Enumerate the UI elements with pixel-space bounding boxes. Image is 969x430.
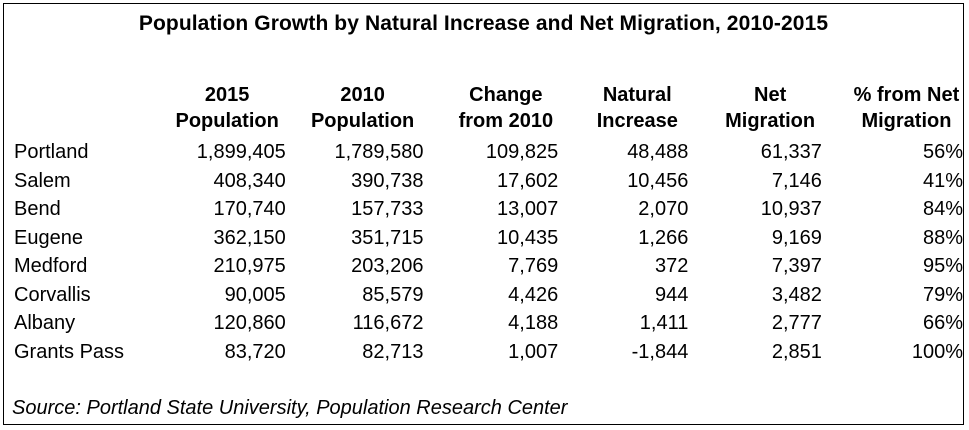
table-row: Eugene 362,150 351,715 10,435 1,266 9,16…	[12, 224, 963, 253]
pct-cell: 41%	[922, 169, 963, 192]
table-row: Grants Pass 83,720 82,713 1,007 -1,844 2…	[12, 338, 963, 367]
pop-2015-cell: 1,899,405	[196, 141, 286, 163]
net-migration-cell: 2,851	[771, 340, 822, 363]
table-frame: Population Growth by Natural Increase an…	[3, 3, 964, 425]
header-city	[12, 82, 147, 138]
pop-2010-cell: 85,579	[362, 283, 424, 306]
city-cell: Salem	[14, 169, 71, 192]
pct-cell: 79%	[922, 283, 963, 306]
natural-increase-cell: 944	[654, 283, 689, 306]
net-migration-cell: 7,397	[771, 255, 822, 277]
pop-2010-cell: 390,738	[351, 169, 424, 192]
header-2010-population: 2010 Population	[310, 84, 415, 132]
header-2015-population: 2015 Population	[175, 84, 279, 132]
change-cell: 7,769	[508, 255, 559, 277]
net-migration-cell: 10,937	[760, 198, 822, 220]
city-cell: Grants Pass	[14, 340, 125, 363]
pct-cell: 95%	[922, 255, 963, 277]
natural-increase-cell: 372	[654, 255, 689, 277]
city-cell: Medford	[14, 255, 88, 277]
pct-cell: 88%	[922, 226, 963, 249]
natural-increase-cell: 10,456	[627, 169, 689, 192]
pct-cell: 100%	[911, 340, 963, 363]
table-row: Salem 408,340 390,738 17,602 10,456 7,14…	[12, 167, 963, 196]
pop-2015-cell: 120,860	[213, 312, 286, 334]
city-cell: Corvallis	[14, 283, 91, 306]
change-cell: 1,007	[508, 340, 559, 363]
natural-increase-cell: -1,844	[631, 340, 689, 363]
change-cell: 4,188	[508, 312, 559, 334]
pct-cell: 66%	[922, 312, 963, 334]
city-cell: Bend	[14, 198, 61, 220]
pop-2010-cell: 116,672	[352, 312, 424, 334]
header-pct-net-migration: % from Net Migration	[853, 84, 960, 132]
pop-2010-cell: 1,789,580	[334, 141, 424, 163]
table-row: Portland 1,899,405 1,789,580 109,825 48,…	[12, 138, 963, 167]
natural-increase-cell: 1,411	[639, 312, 689, 334]
change-cell: 13,007	[497, 198, 559, 220]
net-migration-cell: 7,146	[771, 169, 822, 192]
natural-increase-cell: 2,070	[638, 198, 689, 220]
change-cell: 10,435	[497, 226, 559, 249]
pct-cell: 56%	[922, 141, 963, 163]
header-natural-increase: Natural Increase	[596, 84, 678, 132]
natural-increase-cell: 1,266	[638, 226, 689, 249]
table-row: Bend 170,740 157,733 13,007 2,070 10,937…	[12, 195, 963, 224]
city-cell: Albany	[14, 312, 76, 334]
natural-increase-cell: 48,488	[627, 141, 689, 163]
pop-2010-cell: 82,713	[362, 340, 424, 363]
pop-2015-cell: 170,740	[213, 198, 286, 220]
pop-2010-cell: 351,715	[351, 226, 424, 249]
source-note: Source: Portland State University, Popul…	[12, 397, 568, 419]
table-row: Medford 210,975 203,206 7,769 372 7,397 …	[12, 252, 963, 281]
net-migration-cell: 61,337	[760, 141, 822, 163]
pop-2010-cell: 157,733	[351, 198, 424, 220]
change-cell: 109,825	[485, 141, 559, 163]
population-table: 2015 Population 2010 Population Change f…	[12, 82, 963, 366]
header-net-migration: Net Migration	[725, 84, 816, 132]
pop-2010-cell: 203,206	[351, 255, 424, 277]
header-change: Change from 2010	[458, 84, 554, 132]
city-cell: Portland	[14, 141, 89, 163]
table-title: Population Growth by Natural Increase an…	[138, 12, 829, 35]
table-row: Corvallis 90,005 85,579 4,426 944 3,482 …	[12, 281, 963, 310]
table-row: Albany 120,860 116,672 4,188 1,411 2,777…	[12, 309, 963, 338]
pct-cell: 84%	[922, 198, 963, 220]
header-row: 2015 Population 2010 Population Change f…	[12, 82, 963, 138]
net-migration-cell: 3,482	[771, 283, 822, 306]
pop-2015-cell: 90,005	[224, 283, 286, 306]
city-cell: Eugene	[14, 226, 83, 249]
pop-2015-cell: 362,150	[213, 226, 286, 249]
change-cell: 17,602	[497, 169, 559, 192]
net-migration-cell: 2,777	[771, 312, 822, 334]
pop-2015-cell: 408,340	[213, 169, 286, 192]
net-migration-cell: 9,169	[771, 226, 822, 249]
pop-2015-cell: 83,720	[224, 340, 286, 363]
change-cell: 4,426	[508, 283, 559, 306]
pop-2015-cell: 210,975	[213, 255, 286, 277]
